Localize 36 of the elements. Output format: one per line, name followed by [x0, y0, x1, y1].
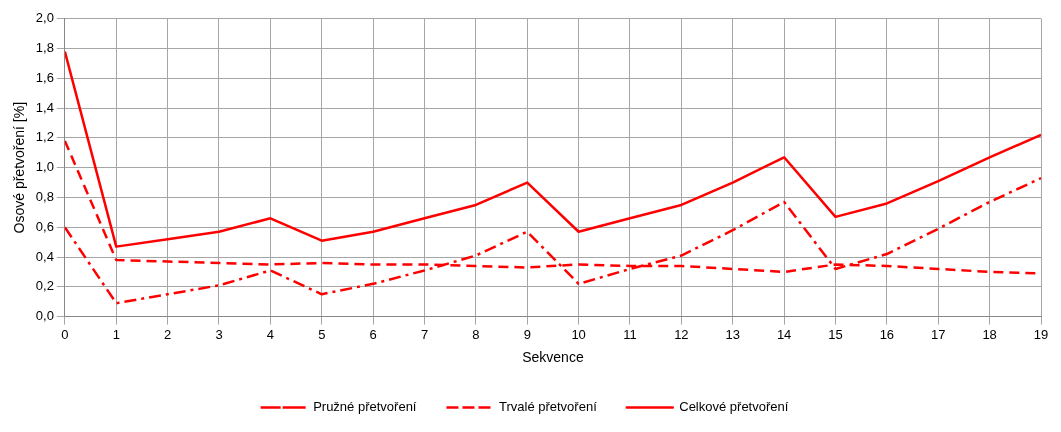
x-tick-label: 1 [112, 326, 120, 342]
x-tick-label: 6 [369, 326, 377, 342]
x-tick-label: 17 [931, 326, 946, 342]
y-tick-label: 2,0 [35, 10, 54, 26]
y-tick-label: 1,6 [35, 69, 54, 85]
x-tick-label: 5 [318, 326, 326, 342]
x-tick-label: 3 [215, 326, 223, 342]
x-tick-label: 0 [61, 326, 69, 342]
y-tick-label: 0,6 [35, 218, 54, 234]
y-tick-label: 1,0 [35, 159, 54, 175]
y-tick-label: 0,4 [35, 248, 54, 264]
legend-label: Celkové přetvoření [679, 399, 789, 415]
x-tick-label: 13 [725, 326, 740, 342]
y-tick-label: 1,4 [35, 99, 54, 115]
y-tick-label: 0,2 [35, 278, 54, 294]
x-tick-label: 14 [776, 326, 792, 342]
y-axis-title: Osové přetvoření [%] [11, 101, 28, 234]
x-tick-label: 4 [266, 326, 274, 342]
y-tick-label: 0,0 [35, 308, 54, 324]
x-tick-label: 9 [523, 326, 531, 342]
x-tick-label: 2 [164, 326, 172, 342]
legend-label: Pružné přetvoření [313, 399, 417, 415]
x-axis-title: Sekvence [522, 349, 584, 366]
x-tick-label: 19 [1033, 326, 1049, 342]
x-tick-label: 10 [571, 326, 586, 342]
x-tick-label: 12 [674, 326, 689, 342]
x-tick-label: 7 [420, 326, 429, 342]
x-tick-label: 18 [982, 326, 997, 342]
x-tick-label: 8 [472, 326, 480, 342]
y-tick-label: 1,2 [35, 129, 54, 145]
x-tick-label: 11 [623, 326, 637, 342]
x-tick-label: 16 [879, 326, 895, 342]
y-tick-label: 1,8 [35, 40, 54, 56]
y-tick-label: 0,8 [35, 189, 54, 205]
legend-label: Trvalé přetvoření [498, 399, 598, 415]
x-tick-label: 15 [828, 326, 843, 342]
